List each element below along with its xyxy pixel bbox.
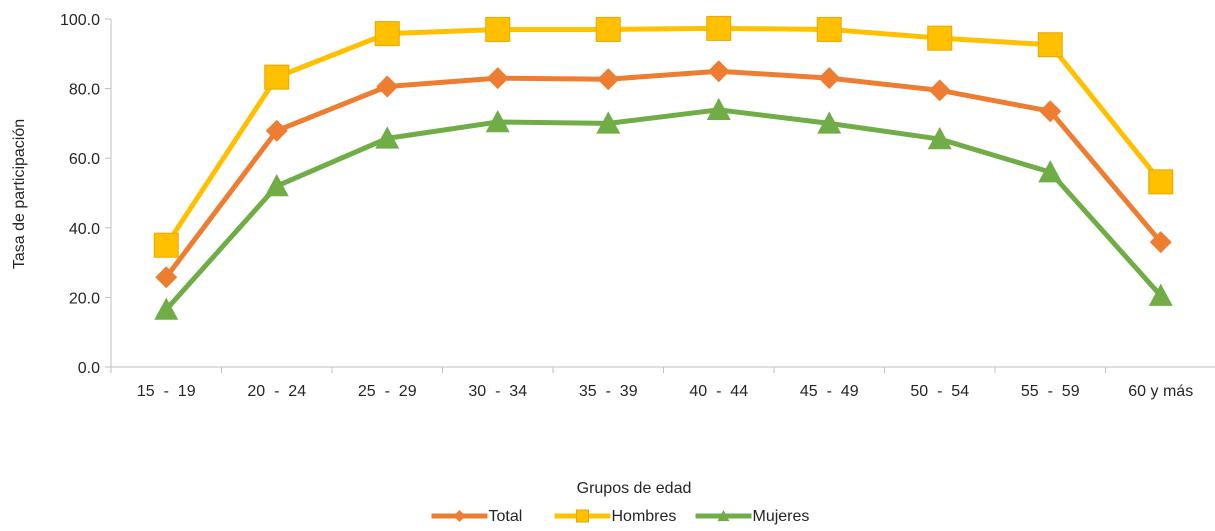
y-tick-label: 20.0 — [69, 290, 100, 307]
data-point-triangle — [596, 111, 621, 134]
x-tick-label: 15 - 19 — [137, 383, 196, 400]
x-tick-label: 45 - 49 — [800, 383, 859, 400]
legend-label: Total — [489, 508, 523, 525]
x-tick-label: 60 y más — [1128, 383, 1193, 400]
data-point-diamond — [597, 68, 620, 91]
series-total — [155, 60, 1172, 289]
series-hombres — [153, 15, 1174, 258]
legend-label: Hombres — [612, 508, 677, 525]
data-point-triangle — [817, 111, 842, 134]
data-point-diamond — [818, 67, 841, 90]
data-point-square — [816, 16, 842, 42]
data-point-triangle — [1148, 283, 1173, 306]
y-tick-label: 60.0 — [69, 151, 100, 168]
data-point-triangle — [264, 174, 289, 197]
y-tick-label: 40.0 — [69, 221, 100, 238]
x-tick-label: 25 - 29 — [358, 383, 417, 400]
x-tick-labels: 15 - 19 20 - 24 25 - 29 30 - 34 35 - 39 40 - … — [137, 383, 1193, 400]
y-axis-title: Tasa de participación — [11, 119, 28, 269]
x-axis-title: Grupos de edad — [577, 480, 692, 497]
data-point-diamond — [1039, 100, 1062, 123]
series-line — [164, 68, 1163, 279]
y-tick-label: 80.0 — [69, 82, 100, 99]
data-point-square — [485, 16, 511, 42]
legend-marker — [453, 510, 466, 522]
x-tick-label: 35 - 39 — [579, 383, 638, 400]
chart-axes — [105, 18, 1215, 373]
legend-item-mujeres: Mujeres — [695, 508, 810, 525]
data-point-diamond — [265, 119, 288, 142]
legend-marker — [576, 509, 589, 523]
data-point-square — [264, 64, 290, 90]
x-tick-label: 40 - 44 — [689, 383, 748, 400]
series-mujeres — [154, 97, 1173, 320]
series-line — [164, 25, 1163, 247]
data-point-square — [595, 16, 621, 42]
data-point-square — [1037, 32, 1063, 58]
x-tick-label: 30 - 34 — [468, 383, 527, 400]
data-point-square — [706, 15, 732, 41]
data-point-triangle — [1038, 160, 1063, 183]
data-point-diamond — [928, 79, 951, 102]
legend: Total Hombres Mujeres — [431, 508, 810, 525]
data-point-triangle — [375, 126, 400, 149]
data-point-diamond — [707, 60, 730, 83]
data-point-triangle — [927, 127, 952, 150]
x-tick-label: 50 - 54 — [910, 383, 969, 400]
legend-label: Mujeres — [753, 508, 810, 525]
series-layer — [153, 15, 1174, 320]
data-point-triangle — [485, 110, 510, 133]
data-point-square — [153, 232, 179, 258]
series-line — [164, 107, 1163, 312]
data-point-triangle — [154, 297, 179, 320]
data-point-triangle — [706, 97, 731, 121]
x-tick-label: 55 - 59 — [1021, 383, 1080, 400]
data-point-diamond — [486, 67, 509, 90]
legend-marker — [717, 510, 730, 522]
y-tick-label: 100.0 — [60, 12, 100, 29]
data-point-square — [927, 25, 953, 51]
x-tick-label: 20 - 24 — [247, 383, 306, 400]
legend-item-total: Total — [431, 508, 523, 525]
data-point-diamond — [1149, 231, 1172, 254]
legend-item-hombres: Hombres — [554, 508, 677, 525]
y-tick-label: 0.0 — [78, 360, 100, 377]
y-tick-labels: 0.0 20.0 40.0 60.0 80.0 100.0 — [60, 12, 100, 377]
data-point-diamond — [376, 75, 399, 98]
data-point-square — [1148, 169, 1174, 195]
data-point-diamond — [155, 266, 178, 289]
data-point-square — [374, 21, 400, 47]
